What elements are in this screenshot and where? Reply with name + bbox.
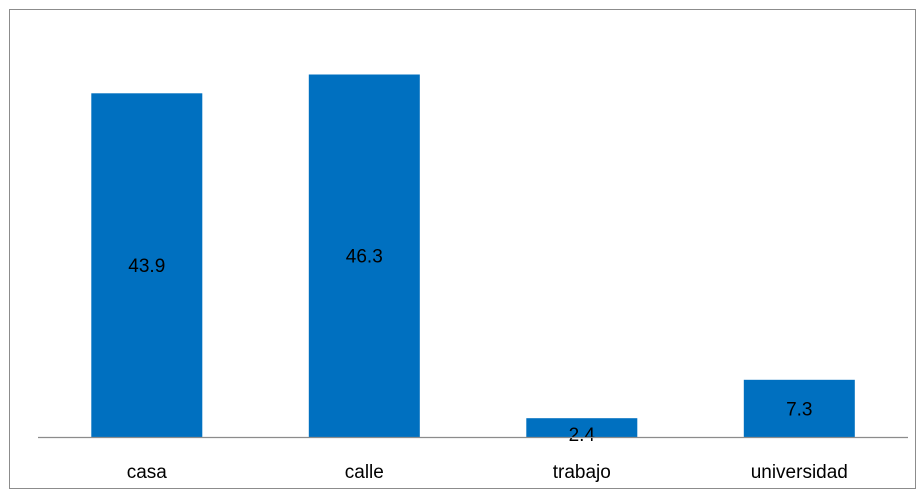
bar-universidad — [743, 379, 855, 437]
data-label-trabajo: 2.4 — [569, 425, 596, 446]
x-tick-label-casa: casa — [127, 462, 168, 483]
data-labels-group: 43.9 46.3 2.4 7.3 — [128, 247, 812, 446]
bar-calle — [308, 74, 420, 437]
x-tick-label-calle: calle — [345, 462, 384, 483]
x-tick-label-universidad: universidad — [751, 462, 848, 483]
x-tick-label-trabajo: trabajo — [553, 462, 611, 483]
data-label-universidad: 7.3 — [786, 399, 812, 420]
x-tick-labels-group: casa calle trabajo universidad — [127, 462, 848, 483]
bar-trabajo — [526, 418, 638, 437]
data-label-casa: 43.9 — [128, 256, 165, 277]
data-label-calle: 46.3 — [346, 247, 383, 268]
bar-casa — [91, 93, 203, 438]
bars-group — [91, 74, 855, 438]
